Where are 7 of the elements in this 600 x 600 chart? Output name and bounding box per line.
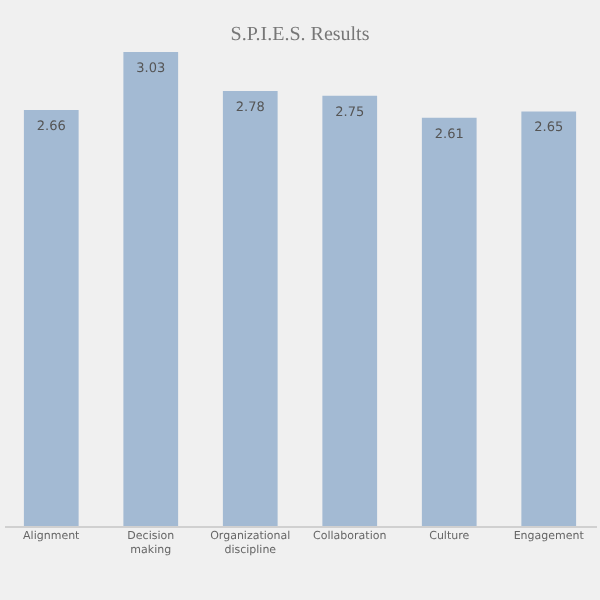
bar <box>23 109 79 526</box>
bar <box>521 111 577 526</box>
bar <box>421 117 477 526</box>
bar <box>222 91 278 526</box>
bar <box>123 52 179 526</box>
chart-title: S.P.I.E.S. Results <box>230 24 370 46</box>
bar <box>322 95 378 526</box>
